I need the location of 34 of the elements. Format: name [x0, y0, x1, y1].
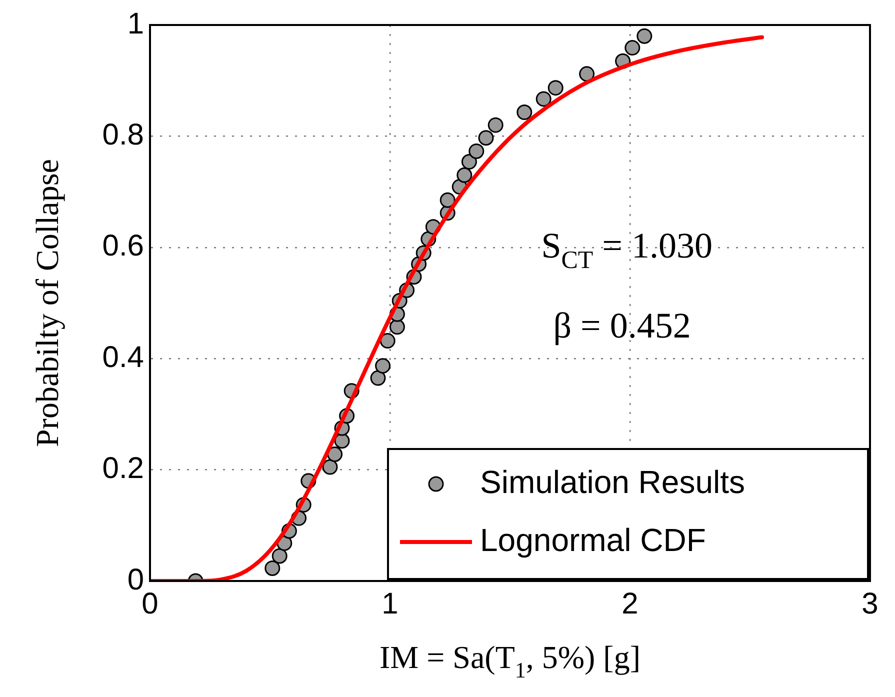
point [548, 80, 564, 96]
point [624, 40, 640, 56]
point [375, 358, 391, 374]
legend-label: Lognormal CDF [480, 522, 706, 558]
x-tick-label: 2 [622, 587, 638, 620]
point [579, 66, 595, 82]
point [264, 560, 280, 576]
line-series [150, 35, 764, 581]
point [536, 91, 552, 107]
point [440, 192, 456, 208]
y-tick-label: 0.4 [102, 340, 144, 374]
y-tick-label: 0.8 [102, 118, 144, 152]
point [468, 143, 484, 159]
x-tick-label: 1 [382, 587, 398, 620]
point [456, 167, 472, 183]
x-tick-label: 3 [862, 587, 878, 620]
point [461, 154, 477, 170]
point [478, 130, 494, 146]
point [516, 104, 532, 120]
y-tick-label: 0.2 [102, 452, 144, 486]
point [636, 28, 652, 44]
y-axis-title: Probabilty of Collapse [29, 159, 65, 447]
point [488, 117, 504, 133]
point [370, 370, 386, 386]
annotation: β = 0.452 [553, 305, 691, 346]
y-tick-label: 0.6 [102, 230, 144, 263]
legend-label: Simulation Results [480, 464, 745, 500]
y-tick-label: 0 [127, 563, 144, 596]
point [327, 446, 343, 462]
point [380, 333, 396, 349]
point [389, 319, 405, 335]
point [272, 548, 288, 564]
point [322, 459, 338, 475]
y-tick-label: 1 [127, 7, 144, 40]
